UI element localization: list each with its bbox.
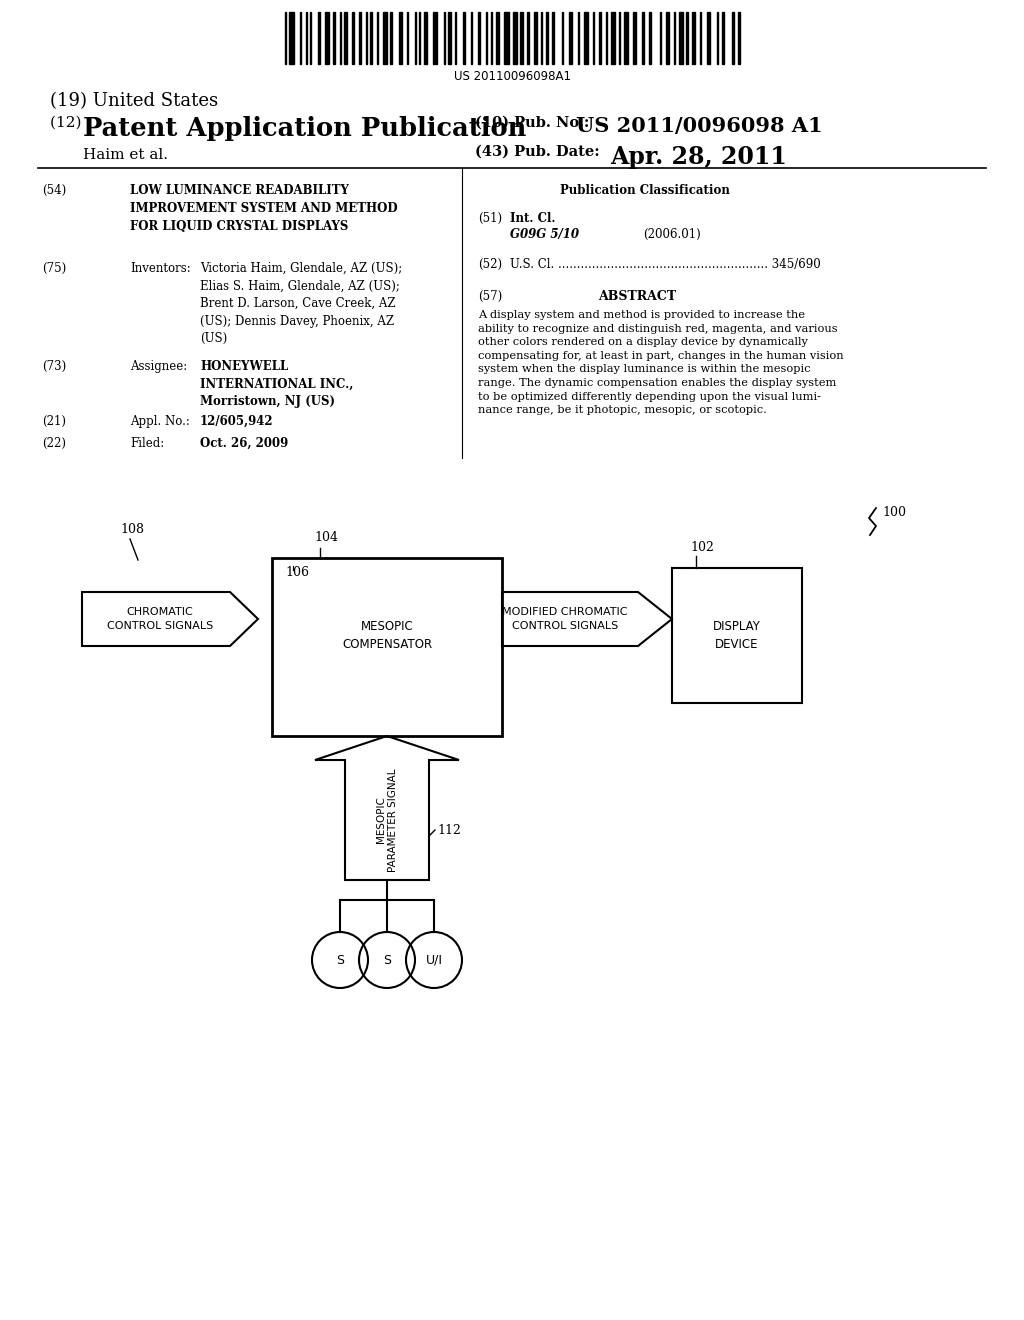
Text: Inventors:: Inventors: xyxy=(130,261,190,275)
Text: 100: 100 xyxy=(882,506,906,519)
Bar xyxy=(692,12,695,63)
Bar xyxy=(672,568,802,704)
Text: Haim et al.: Haim et al. xyxy=(83,148,168,162)
Text: (2006.01): (2006.01) xyxy=(643,228,700,242)
Text: U/I: U/I xyxy=(426,953,442,966)
Bar xyxy=(504,12,509,63)
Bar xyxy=(344,12,347,63)
Bar xyxy=(520,12,523,63)
Bar xyxy=(707,12,710,63)
Bar xyxy=(584,12,588,63)
Bar xyxy=(399,12,402,63)
Text: A display system and method is provided to increase the
ability to recognize and: A display system and method is provided … xyxy=(478,310,844,416)
Text: Patent Application Publication: Patent Application Publication xyxy=(83,116,526,141)
Text: (57): (57) xyxy=(478,290,502,304)
Text: S: S xyxy=(383,953,391,966)
Text: (21): (21) xyxy=(42,414,66,428)
Bar xyxy=(433,12,437,63)
Text: Appl. No.:: Appl. No.: xyxy=(130,414,189,428)
Text: Victoria Haim, Glendale, AZ (US);
Elias S. Haim, Glendale, AZ (US);
Brent D. Lar: Victoria Haim, Glendale, AZ (US); Elias … xyxy=(200,261,402,345)
Bar xyxy=(370,12,372,63)
Text: G09G 5/10: G09G 5/10 xyxy=(510,228,579,242)
Bar xyxy=(679,12,683,63)
Text: HONEYWELL
INTERNATIONAL INC.,
Morristown, NJ (US): HONEYWELL INTERNATIONAL INC., Morristown… xyxy=(200,360,353,408)
Bar xyxy=(449,12,451,63)
Bar xyxy=(383,12,387,63)
Bar xyxy=(272,558,502,737)
Bar xyxy=(463,12,465,63)
Bar xyxy=(289,12,294,63)
Text: MODIFIED CHROMATIC
CONTROL SIGNALS: MODIFIED CHROMATIC CONTROL SIGNALS xyxy=(502,607,628,631)
Text: 108: 108 xyxy=(120,523,144,536)
Text: (54): (54) xyxy=(42,183,67,197)
Bar xyxy=(390,12,392,63)
Text: US 2011/0096098 A1: US 2011/0096098 A1 xyxy=(575,116,822,136)
Text: (73): (73) xyxy=(42,360,67,374)
Bar xyxy=(666,12,669,63)
Text: (22): (22) xyxy=(42,437,66,450)
Bar xyxy=(611,12,615,63)
Text: (10) Pub. No.:: (10) Pub. No.: xyxy=(475,116,590,129)
Text: S: S xyxy=(336,953,344,966)
Text: 104: 104 xyxy=(314,531,338,544)
Bar xyxy=(642,12,644,63)
Text: MESOPIC
COMPENSATOR: MESOPIC COMPENSATOR xyxy=(342,620,432,652)
Bar xyxy=(424,12,427,63)
Text: Assignee:: Assignee: xyxy=(130,360,187,374)
Text: 106: 106 xyxy=(285,566,309,579)
Bar xyxy=(478,12,480,63)
Bar xyxy=(649,12,651,63)
Bar xyxy=(722,12,724,63)
Text: (52): (52) xyxy=(478,257,502,271)
Text: (75): (75) xyxy=(42,261,67,275)
Bar xyxy=(318,12,319,63)
Bar xyxy=(732,12,734,63)
Bar xyxy=(552,12,554,63)
Bar xyxy=(325,12,329,63)
Text: U.S. Cl. ........................................................ 345/690: U.S. Cl. ...............................… xyxy=(510,257,821,271)
Bar xyxy=(624,12,628,63)
Text: LOW LUMINANCE READABILITY
IMPROVEMENT SYSTEM AND METHOD
FOR LIQUID CRYSTAL DISPL: LOW LUMINANCE READABILITY IMPROVEMENT SY… xyxy=(130,183,397,234)
Text: (19) United States: (19) United States xyxy=(50,92,218,110)
Bar xyxy=(359,12,361,63)
Text: Publication Classification: Publication Classification xyxy=(560,183,730,197)
Text: Int. Cl.: Int. Cl. xyxy=(510,213,555,224)
Bar xyxy=(686,12,688,63)
Bar xyxy=(599,12,601,63)
Bar xyxy=(546,12,548,63)
Bar xyxy=(569,12,572,63)
Bar xyxy=(352,12,354,63)
Bar xyxy=(738,12,740,63)
Bar xyxy=(513,12,517,63)
Text: (12): (12) xyxy=(50,116,86,129)
Text: MESOPIC
PARAMETER SIGNAL: MESOPIC PARAMETER SIGNAL xyxy=(376,768,398,871)
Text: CHROMATIC
CONTROL SIGNALS: CHROMATIC CONTROL SIGNALS xyxy=(106,607,213,631)
Text: (51): (51) xyxy=(478,213,502,224)
Bar xyxy=(496,12,499,63)
Bar xyxy=(534,12,537,63)
Bar xyxy=(633,12,636,63)
Text: 12/605,942: 12/605,942 xyxy=(200,414,273,428)
Text: US 20110096098A1: US 20110096098A1 xyxy=(454,70,570,83)
Text: 102: 102 xyxy=(690,541,714,554)
Text: Filed:: Filed: xyxy=(130,437,164,450)
Text: Oct. 26, 2009: Oct. 26, 2009 xyxy=(200,437,288,450)
Bar xyxy=(527,12,529,63)
Text: 112: 112 xyxy=(437,824,461,837)
Bar xyxy=(333,12,335,63)
Text: ABSTRACT: ABSTRACT xyxy=(598,290,676,304)
Text: DISPLAY
DEVICE: DISPLAY DEVICE xyxy=(713,619,761,651)
Text: Apr. 28, 2011: Apr. 28, 2011 xyxy=(610,145,786,169)
Text: (43) Pub. Date:: (43) Pub. Date: xyxy=(475,145,600,158)
